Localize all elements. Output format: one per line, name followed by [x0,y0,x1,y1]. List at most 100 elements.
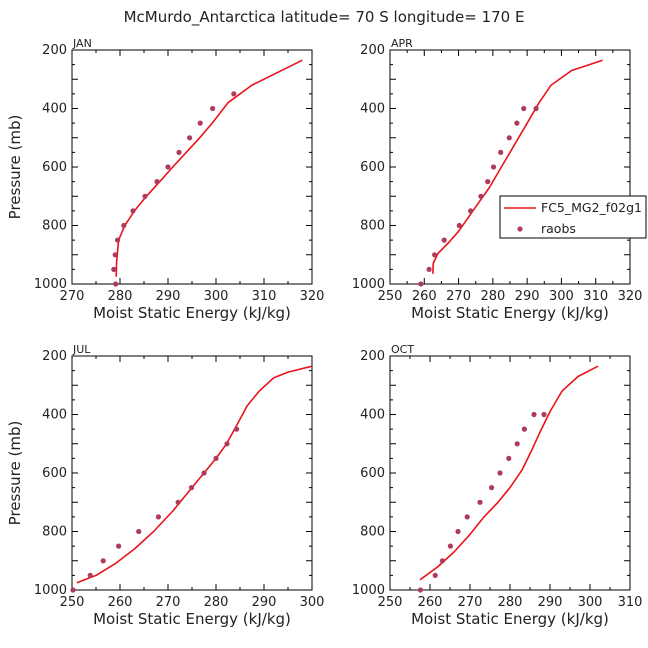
obs-point [464,514,470,520]
obs-point [155,514,161,520]
x-tick-label: 280 [108,289,133,304]
obs-point [506,455,512,461]
y-tick-label: 1000 [352,277,385,292]
obs-point [136,528,142,535]
x-tick-label: 300 [300,595,325,610]
legend-label-obs: raobs [541,221,576,236]
obs-point [455,528,461,535]
x-axis-label: Moist Static Energy (kJ/kg) [411,610,609,628]
x-tick-label: 310 [583,289,608,304]
legend-label-model: FC5_MG2_f02g1 [541,200,642,215]
obs-point [231,91,237,97]
obs-point [456,222,462,229]
obs-point [514,441,520,447]
plot-frame [71,49,313,285]
panel-label: APR [391,37,413,50]
x-tick-label: 310 [618,595,643,610]
obs-point [468,208,474,214]
obs-point [213,455,219,461]
x-tick-label: 300 [204,289,229,304]
obs-point [477,499,483,505]
x-tick-label: 290 [156,289,181,304]
obs-point [188,485,195,491]
x-tick-label: 320 [618,289,643,304]
legend-box [499,195,647,239]
obs-point [130,208,136,214]
panel-jul: JUL 250 260 270 280 290 300 200 400 600 800 1000 Moi… [6,343,324,628]
obs-point [490,164,497,170]
x-tick-label: 290 [538,595,563,610]
x-tick-label: 260 [418,595,443,610]
y-tick-label: 1000 [34,583,67,598]
x-axis-label: Moist Static Energy (kJ/kg) [93,610,291,628]
obs-point [432,572,438,579]
x-tick-label: 300 [549,289,574,304]
obs-point [418,281,424,287]
obs-point [514,120,520,126]
y-tick-label: 600 [42,160,67,175]
obs-point [478,193,484,199]
obs-point [541,411,547,418]
panel-jan: JAN 270 280 290 300 310 320 200 400 600 800 1000 Moi… [6,37,324,322]
y-tick-label: 800 [360,525,385,540]
obs-point [506,135,512,141]
y-tick-label: 800 [42,525,67,540]
y-tick-label: 200 [360,349,385,364]
obs-point [489,485,495,491]
y-axis-label: Pressure (mb) [6,115,24,220]
x-tick-label: 320 [300,289,325,304]
x-tick-label: 250 [378,595,403,610]
plot-frame [71,355,313,591]
model-line [432,59,603,274]
obs-point [533,105,539,112]
y-tick-label: 600 [360,466,385,481]
obs-point [142,193,148,199]
y-tick-label: 200 [360,43,385,58]
y-tick-label: 200 [42,349,67,364]
obs-point [175,499,181,505]
obs-point [70,587,76,593]
y-tick-label: 400 [360,408,385,423]
y-tick-label: 800 [42,219,67,234]
x-tick-label: 280 [480,289,505,304]
y-tick-label: 600 [42,466,67,481]
obs-point [521,426,528,432]
x-tick-label: 260 [412,289,437,304]
obs-point [115,237,121,243]
x-tick-label: 280 [204,595,229,610]
y-tick-label: 1000 [34,277,67,292]
x-axis-label: Moist Static Energy (kJ/kg) [411,304,609,322]
plot-frame [389,355,631,591]
obs-point [521,105,527,112]
obs-point [210,105,216,112]
obs-point [426,266,432,272]
obs-point [113,281,119,287]
obs-point [497,470,503,476]
panel-oct: OCT 250 260 270 280 290 300 310 200 400 600 800 1000… [352,343,643,628]
model-line [419,365,599,581]
y-tick-label: 200 [42,43,67,58]
x-tick-label: 310 [252,289,277,304]
obs-point [111,266,117,272]
y-tick-label: 400 [42,102,67,117]
y-tick-label: 400 [360,102,385,117]
x-tick-label: 280 [498,595,523,610]
obs-point [224,441,230,447]
obs-point [201,470,207,476]
x-tick-label: 290 [252,595,277,610]
model-line [76,365,313,584]
y-axis-label: Pressure (mb) [6,421,24,526]
x-tick-label: 260 [108,595,133,610]
y-tick-label: 400 [42,408,67,423]
obs-point [447,543,453,549]
x-tick-label: 300 [578,595,603,610]
obs-point [197,120,203,126]
obs-point [441,237,447,243]
obs-point [121,222,127,229]
y-tick-label: 800 [360,219,385,234]
plot-frame [389,49,631,285]
model-line [115,59,303,277]
obs-point [154,179,160,185]
